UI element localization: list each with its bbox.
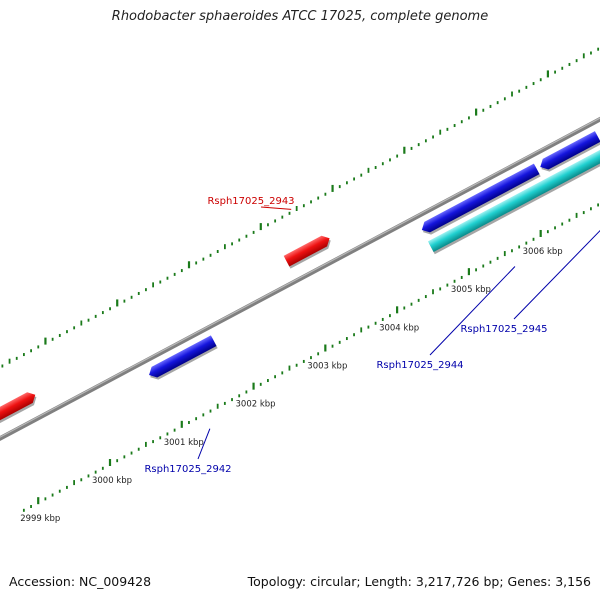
tick-label: 3001 kbp: [164, 438, 204, 448]
tick-label: 2999 kbp: [20, 514, 60, 524]
label-leader-line: [429, 266, 516, 356]
map-title: Rhodobacter sphaeroides ATCC 17025, comp…: [111, 9, 489, 24]
genome-summary-text: Topology: circular; Length: 3,217,726 bp…: [247, 574, 591, 589]
genome-backbone-highlight: [0, 117, 600, 438]
gene-label[interactable]: Rsph17025_2943: [207, 196, 294, 207]
gene-label[interactable]: Rsph17025_2945: [460, 324, 547, 335]
label-leader-line: [260, 206, 292, 210]
tick-label: 3005 kbp: [451, 285, 491, 295]
reverse-gene[interactable]: [146, 335, 218, 382]
reverse-gene[interactable]: [537, 131, 600, 174]
reverse-gene[interactable]: [419, 163, 541, 238]
tick-label: 3004 kbp: [379, 323, 419, 333]
forward-gene[interactable]: [0, 389, 39, 428]
tick-label: 3002 kbp: [236, 400, 276, 410]
gene-label[interactable]: Rsph17025_2944: [376, 360, 463, 371]
tick-label: 3000 kbp: [92, 476, 132, 486]
label-leader-line: [513, 229, 600, 320]
tick-label: 3003 kbp: [307, 361, 347, 371]
accession-text: Accession: NC_009428: [9, 574, 152, 589]
tick-label: 3006 kbp: [523, 247, 563, 257]
cyan-feature[interactable]: [427, 140, 600, 255]
label-leader-line: [197, 428, 211, 460]
genome-backbone: [0, 116, 600, 441]
forward-gene[interactable]: [283, 233, 334, 269]
gene-label[interactable]: Rsph17025_2942: [144, 464, 231, 475]
